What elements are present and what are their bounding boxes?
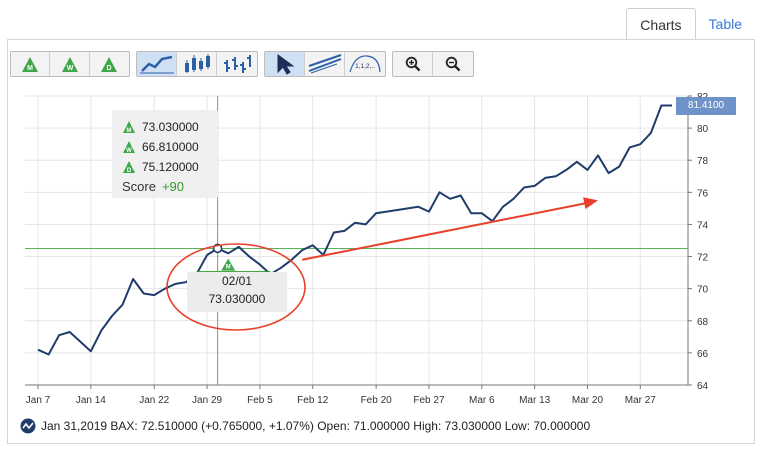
- monthly-triangle-icon: M: [22, 56, 39, 72]
- chart-type-button-group: [136, 51, 258, 77]
- highlight-circle: [166, 243, 306, 331]
- y-tick-label: 74: [697, 220, 709, 231]
- pointer-arrow-icon: [277, 54, 295, 75]
- x-tick-label: Mar 27: [625, 395, 657, 406]
- x-tick-label: Feb 20: [361, 395, 393, 406]
- y-tick-label: 72: [697, 253, 709, 264]
- monthly-triangle-icon: M: [123, 121, 135, 134]
- x-tick-label: Mar 20: [572, 395, 604, 406]
- tooltip-row-weekly: W 66.810000: [122, 138, 199, 156]
- tooltip-monthly-letter: M: [127, 128, 132, 134]
- x-tick-label: Feb 27: [413, 395, 445, 406]
- ohlc-chart-icon: [224, 55, 251, 73]
- chart-panel: [7, 39, 755, 444]
- x-tick-label: Mar 6: [469, 395, 495, 406]
- tooltip-weekly-letter: W: [126, 148, 132, 154]
- zoom-out-icon: [445, 56, 461, 72]
- x-tick-label: Jan 22: [139, 395, 169, 406]
- y-tick-label: 80: [697, 124, 709, 135]
- y-tick-label: 78: [697, 156, 709, 167]
- bar-chart-button[interactable]: [177, 52, 217, 76]
- score-label: Score: [122, 179, 156, 194]
- daily-letter: D: [107, 65, 112, 72]
- wave-count-icon: 1,1,2,..: [349, 55, 381, 73]
- wave-count-button[interactable]: 1,1,2,..: [345, 52, 385, 76]
- x-tick-label: Jan 14: [76, 395, 106, 406]
- daily-triangle-icon: D: [101, 56, 118, 72]
- zoom-out-button[interactable]: [433, 52, 473, 76]
- score: Score +90: [122, 179, 184, 194]
- chart-footer: Jan 31,2019 BAX: 72.510000 (+0.765000, +…: [20, 417, 590, 435]
- wave-count-label: 1,1,2,..: [355, 63, 375, 70]
- daily-button[interactable]: D: [90, 52, 129, 76]
- wave-tooltip: M 73.030000 W 66.810000 D 75.120000 Scor…: [112, 110, 218, 198]
- tab-charts[interactable]: Charts: [626, 8, 696, 40]
- monthly-button[interactable]: M: [11, 52, 51, 76]
- tool-button-group: 1,1,2,..: [264, 51, 386, 77]
- zoom-in-icon: [405, 56, 420, 72]
- monthly-letter: M: [27, 65, 33, 72]
- x-tick-label: Feb 5: [247, 395, 273, 406]
- x-tick-label: Mar 13: [519, 395, 551, 406]
- y-tick-label: 76: [697, 188, 709, 199]
- line-chart-icon: [139, 55, 174, 74]
- tooltip-weekly-value: 66.810000: [142, 140, 199, 154]
- zoom-in-button[interactable]: [393, 52, 433, 76]
- y-tick-label: 66: [697, 349, 709, 360]
- price-series-line: [37, 104, 672, 356]
- ohlc-chart-button[interactable]: [217, 52, 257, 76]
- tooltip-row-daily: D 75.120000: [122, 158, 199, 176]
- line-chart-button[interactable]: [137, 52, 177, 76]
- weekly-letter: W: [66, 65, 73, 72]
- y-tick-label: 68: [697, 317, 709, 328]
- trend-lines-button[interactable]: [305, 52, 345, 76]
- weekly-triangle-icon: W: [61, 56, 78, 72]
- crosshair-date-box: 02/01 73.030000: [187, 272, 287, 312]
- x-tick-label: Feb 12: [297, 395, 329, 406]
- y-tick-label: 70: [697, 285, 709, 296]
- line-chart-badge-icon: [20, 418, 36, 434]
- crosshair-date: 02/01: [221, 274, 253, 288]
- wave-marker-icon: [221, 258, 236, 271]
- trend-arrow-shaft: [301, 201, 591, 261]
- crosshair-value: 73.030000: [208, 292, 266, 306]
- tooltip-daily-value: 75.120000: [142, 160, 199, 174]
- tab-table[interactable]: Table: [708, 16, 742, 32]
- trend-lines-icon: [308, 54, 341, 74]
- zoom-button-group: [392, 51, 474, 77]
- pointer-button[interactable]: [265, 52, 305, 76]
- last-value-label: 81.4100: [676, 97, 736, 115]
- view-tabs: Charts Table: [626, 8, 755, 40]
- footer-quote: Jan 31,2019 BAX: 72.510000 (+0.765000, +…: [41, 419, 591, 433]
- x-tick-label: Jan 7: [26, 395, 51, 406]
- weekly-button[interactable]: W: [50, 52, 90, 76]
- score-value: +90: [161, 179, 185, 194]
- period-button-group: M W D: [10, 51, 130, 77]
- trend-arrow-head: [583, 197, 599, 209]
- tooltip-daily-letter: D: [127, 168, 132, 174]
- wave-marker-letter: M: [226, 265, 231, 271]
- daily-triangle-icon: D: [123, 161, 135, 174]
- bar-chart-icon: [184, 54, 210, 73]
- tooltip-monthly-value: 73.030000: [142, 120, 199, 134]
- y-tick-label: 64: [697, 381, 709, 392]
- x-tick-label: Jan 29: [192, 395, 222, 406]
- tooltip-row-monthly: M 73.030000: [122, 118, 199, 136]
- weekly-triangle-icon: W: [123, 141, 135, 154]
